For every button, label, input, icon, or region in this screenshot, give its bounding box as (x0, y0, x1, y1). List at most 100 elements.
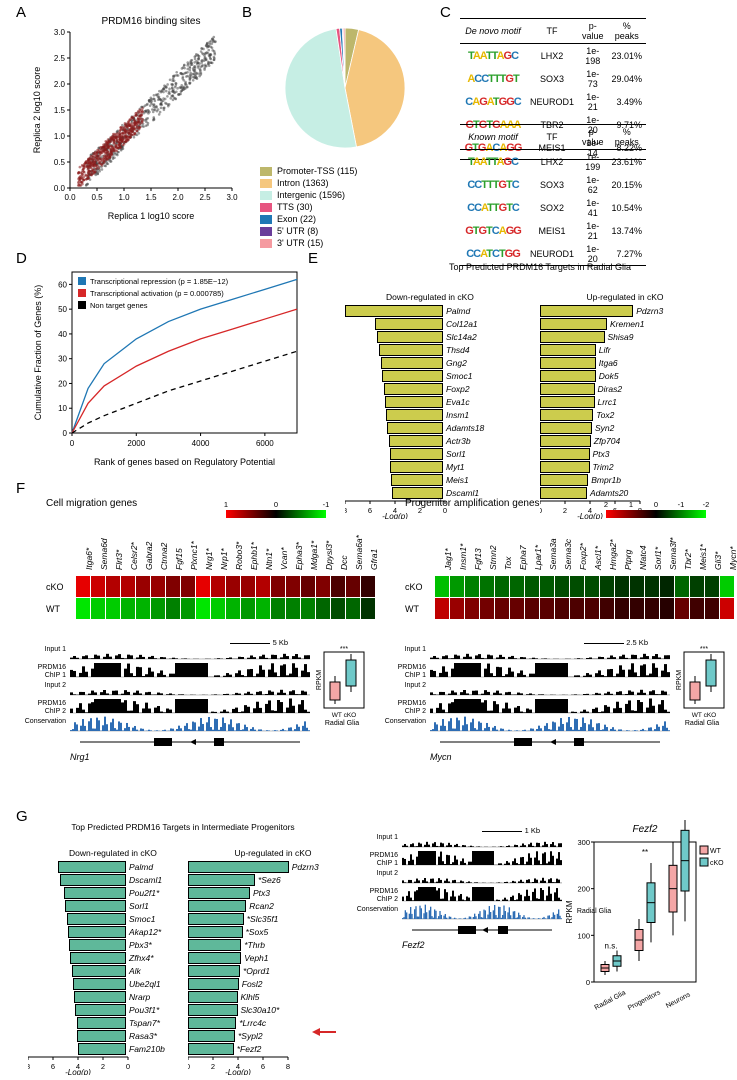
svg-text:Radial Glia: Radial Glia (594, 990, 628, 1012)
panel-F-prog-title: Progenitor amplification genes (405, 498, 540, 509)
svg-text:2.5: 2.5 (54, 54, 66, 63)
svg-text:0: 0 (586, 978, 590, 987)
svg-text:200: 200 (577, 885, 590, 894)
svg-text:RPKM: RPKM (316, 670, 323, 690)
svg-text:10: 10 (58, 404, 67, 413)
panel-G-up-bars: Up-regulated in cKOPdzrn3*Sez6Ptx3Rcan2*… (188, 848, 358, 1080)
svg-text:0: 0 (654, 500, 658, 509)
svg-text:**: ** (642, 848, 648, 857)
svg-text:0: 0 (274, 500, 278, 509)
panel-B-label: B (242, 4, 252, 21)
panel-F-mig-heatmap: Itga6*Sema6dFlrt3*Celsr2*Gabra2Ctnna2Fgf… (46, 528, 382, 624)
svg-text:WT cKO: WT cKO (332, 712, 356, 718)
svg-text:50: 50 (58, 305, 67, 314)
svg-text:2.0: 2.0 (54, 80, 66, 89)
svg-text:***: *** (340, 646, 348, 653)
panel-E-down-bars: Down-regulated in cKOPalmdCol12a1Slc14a2… (345, 292, 515, 524)
panel-E-title: Top Predicted PRDM16 Targets in Radial G… (380, 262, 700, 272)
panel-E-label: E (308, 250, 318, 267)
panel-D-label: D (16, 250, 27, 267)
svg-text:Replica 1 log10 score: Replica 1 log10 score (108, 211, 195, 221)
svg-text:RPKM: RPKM (676, 670, 683, 690)
svg-text:WT cKO: WT cKO (692, 712, 716, 718)
svg-text:1.0: 1.0 (54, 132, 66, 141)
panel-G-boxplot: Fezf2 0 100 200 300 RPKM Radial Glia n.s. Progen… (562, 820, 732, 1020)
svg-text:Cumulative Fraction of Genes (: Cumulative Fraction of Genes (%) (33, 285, 43, 421)
svg-text:-Log(p): -Log(p) (65, 1068, 91, 1075)
svg-text:40: 40 (58, 330, 67, 339)
svg-text:30: 30 (58, 355, 67, 364)
panel-F-mig-colorbar: 1 0 -1 (216, 496, 336, 524)
panel-G-label: G (16, 808, 28, 825)
panel-G-down-bars: Down-regulated in cKOPalmdDscaml1Pou2f1*… (28, 848, 198, 1080)
panel-F-prog-heatmap: Jag1*Insm1*Fgf13Stmn2ToxEpha7Lpar1*Sema3… (405, 528, 737, 624)
fezf2-arrow-icon (312, 1026, 338, 1038)
panel-B-pie (275, 18, 415, 158)
svg-text:-1: -1 (323, 500, 330, 509)
svg-text:2: 2 (211, 1062, 215, 1071)
svg-text:100: 100 (577, 931, 590, 940)
panel-A-scatter: PRDM16 binding sites 0.0 0.5 1.0 1.5 2.0 2.5 3.… (30, 12, 240, 222)
svg-text:6: 6 (261, 1062, 265, 1071)
svg-text:1.5: 1.5 (54, 106, 66, 115)
svg-text:Rank of genes based on Regulat: Rank of genes based on Regulatory Potent… (94, 457, 275, 467)
svg-text:1: 1 (629, 500, 633, 509)
svg-text:Non target genes: Non target genes (90, 301, 148, 310)
panel-F-prog-colorbar: 2 1 0 -1 -2 (596, 496, 716, 524)
svg-text:-Log(p): -Log(p) (382, 512, 408, 519)
svg-text:-Log(p): -Log(p) (225, 1068, 251, 1075)
svg-text:0: 0 (70, 439, 75, 448)
svg-text:2: 2 (563, 506, 567, 515)
panel-E-up-bars: Up-regulated in cKOPdzrn3Kremen1Shisa9Li… (540, 292, 710, 524)
svg-text:0.5: 0.5 (54, 158, 66, 167)
svg-text:Replica 2 log10 score: Replica 2 log10 score (32, 67, 42, 154)
svg-text:RPKM: RPKM (565, 900, 574, 923)
svg-text:-1: -1 (678, 500, 685, 509)
svg-text:6000: 6000 (256, 439, 274, 448)
panel-G-title: Top Predicted PRDM16 Targets in Intermed… (28, 822, 338, 832)
svg-text:2: 2 (101, 1062, 105, 1071)
svg-text:Fezf2: Fezf2 (632, 824, 657, 835)
panel-A-label: A (16, 4, 26, 21)
panel-F-mig-title: Cell migration genes (46, 498, 137, 509)
svg-text:4000: 4000 (192, 439, 210, 448)
svg-text:2000: 2000 (127, 439, 145, 448)
svg-text:Transcriptional activation (p: Transcriptional activation (p = 0.000785… (90, 289, 224, 298)
svg-text:2.5: 2.5 (199, 193, 211, 202)
svg-text:1: 1 (224, 500, 228, 509)
svg-text:60: 60 (58, 280, 67, 289)
svg-text:-2: -2 (703, 500, 710, 509)
svg-text:Progenitors: Progenitors (627, 989, 662, 1012)
svg-text:Neurons: Neurons (665, 991, 692, 1010)
svg-text:PRDM16 binding sites: PRDM16 binding sites (102, 16, 201, 27)
panel-B-legend: Promoter-TSS (115)Intron (1363)Intergeni… (260, 165, 435, 249)
svg-text:***: *** (700, 646, 708, 653)
svg-text:3.0: 3.0 (54, 28, 66, 37)
svg-text:0: 0 (540, 506, 542, 515)
svg-text:0.5: 0.5 (91, 193, 103, 202)
svg-text:6: 6 (368, 506, 372, 515)
svg-text:n.s.: n.s. (605, 941, 618, 950)
svg-text:20: 20 (58, 379, 67, 388)
svg-text:Transcriptional repression (p: Transcriptional repression (p = 1.85E−12… (90, 277, 229, 286)
svg-text:1.0: 1.0 (118, 193, 130, 202)
panel-C-label: C (440, 4, 451, 21)
multi-panel-figure: A B C D E F G PRDM16 binding sites 0.0 0.5… (0, 0, 737, 1050)
svg-text:2.0: 2.0 (172, 193, 184, 202)
panel-D-lineplot: 02000400060000102030405060Rank of genes … (30, 262, 305, 467)
svg-text:1.5: 1.5 (145, 193, 157, 202)
panel-F-label: F (16, 480, 25, 497)
svg-text:6: 6 (51, 1062, 55, 1071)
svg-text:0: 0 (188, 1062, 190, 1071)
panel-F-tracks-mycn: 2.5 KbInput 1PRDM16 ChIP 1Input 2PRDM16 … (380, 640, 710, 776)
svg-text:0.0: 0.0 (54, 184, 66, 193)
svg-text:8: 8 (345, 506, 347, 515)
svg-text:cKO: cKO (710, 860, 724, 867)
svg-text:3.0: 3.0 (226, 193, 238, 202)
svg-text:8: 8 (28, 1062, 30, 1071)
svg-text:300: 300 (577, 838, 590, 847)
svg-text:0.0: 0.0 (64, 193, 76, 202)
svg-text:WT: WT (710, 848, 722, 855)
svg-text:0: 0 (126, 1062, 130, 1071)
svg-text:2: 2 (604, 500, 608, 509)
